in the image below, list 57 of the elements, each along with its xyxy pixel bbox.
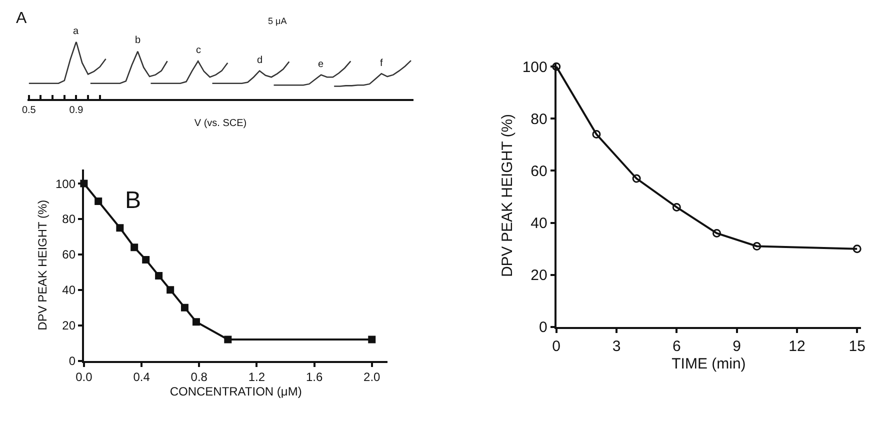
point <box>192 318 200 326</box>
x-tick-label: 2.0 <box>364 370 381 384</box>
y-tick-label: 0 <box>68 354 76 368</box>
point <box>116 224 124 232</box>
point <box>224 336 232 344</box>
x-tick-label: 1.2 <box>248 370 266 384</box>
point <box>180 304 188 312</box>
point <box>592 130 601 139</box>
point <box>130 244 138 252</box>
annotation: b <box>135 35 141 46</box>
y-tick-label: 20 <box>62 318 76 333</box>
y-tick-label: 80 <box>62 212 76 226</box>
y-tick-label: 40 <box>530 215 548 232</box>
x-tick-label: 0.0 <box>76 370 93 384</box>
x-tick-label: 12 <box>788 338 806 355</box>
point <box>142 256 150 264</box>
point <box>552 62 561 71</box>
x-axis-title: V (vs. SCE) <box>194 118 247 129</box>
y-tick-label: 60 <box>62 248 76 262</box>
annotation: a <box>73 26 79 37</box>
point <box>632 174 641 183</box>
y-axis-title: DPV PEAK HEIGHT (%) <box>499 114 516 278</box>
x-tick-label: 6 <box>672 338 681 355</box>
annotation: e <box>318 59 324 70</box>
y-tick-label: 80 <box>530 110 548 128</box>
x-tick-label: 0.5 <box>22 104 36 116</box>
point <box>672 202 681 212</box>
text: 5 μA <box>268 16 287 26</box>
point <box>166 286 174 294</box>
y-tick-label: 60 <box>530 162 548 180</box>
annotation: d <box>257 55 263 66</box>
y-tick-label: 20 <box>530 267 548 284</box>
x-tick-label: 0.8 <box>190 370 208 384</box>
annotation: c <box>196 45 201 56</box>
text: A <box>16 10 27 27</box>
point <box>852 244 862 254</box>
point <box>368 336 376 344</box>
x-axis-title: CONCENTRATION (μM) <box>170 384 302 399</box>
x-tick-label: 3 <box>612 338 621 355</box>
y-axis-title: DPV PEAK HEIGHT (%) <box>35 200 50 330</box>
point <box>752 242 762 251</box>
annotation: B <box>125 187 142 214</box>
y-tick-label: 0 <box>539 319 548 336</box>
x-axis-title: TIME (min) <box>672 355 746 372</box>
x-tick-label: 15 <box>848 338 866 355</box>
y-tick-label: 100 <box>56 176 76 191</box>
x-tick-label: 0.9 <box>69 104 84 116</box>
x-tick-label: 1.6 <box>306 370 323 384</box>
point <box>155 272 163 280</box>
y-tick-label: 40 <box>62 283 76 298</box>
point <box>712 228 722 238</box>
y-tick-label: 100 <box>522 58 548 76</box>
annotation: f <box>380 58 383 69</box>
x-tick-label: 0 <box>552 338 561 355</box>
x-tick-label: 0.4 <box>133 370 150 384</box>
x-tick-label: 9 <box>732 338 741 355</box>
point <box>94 198 102 206</box>
